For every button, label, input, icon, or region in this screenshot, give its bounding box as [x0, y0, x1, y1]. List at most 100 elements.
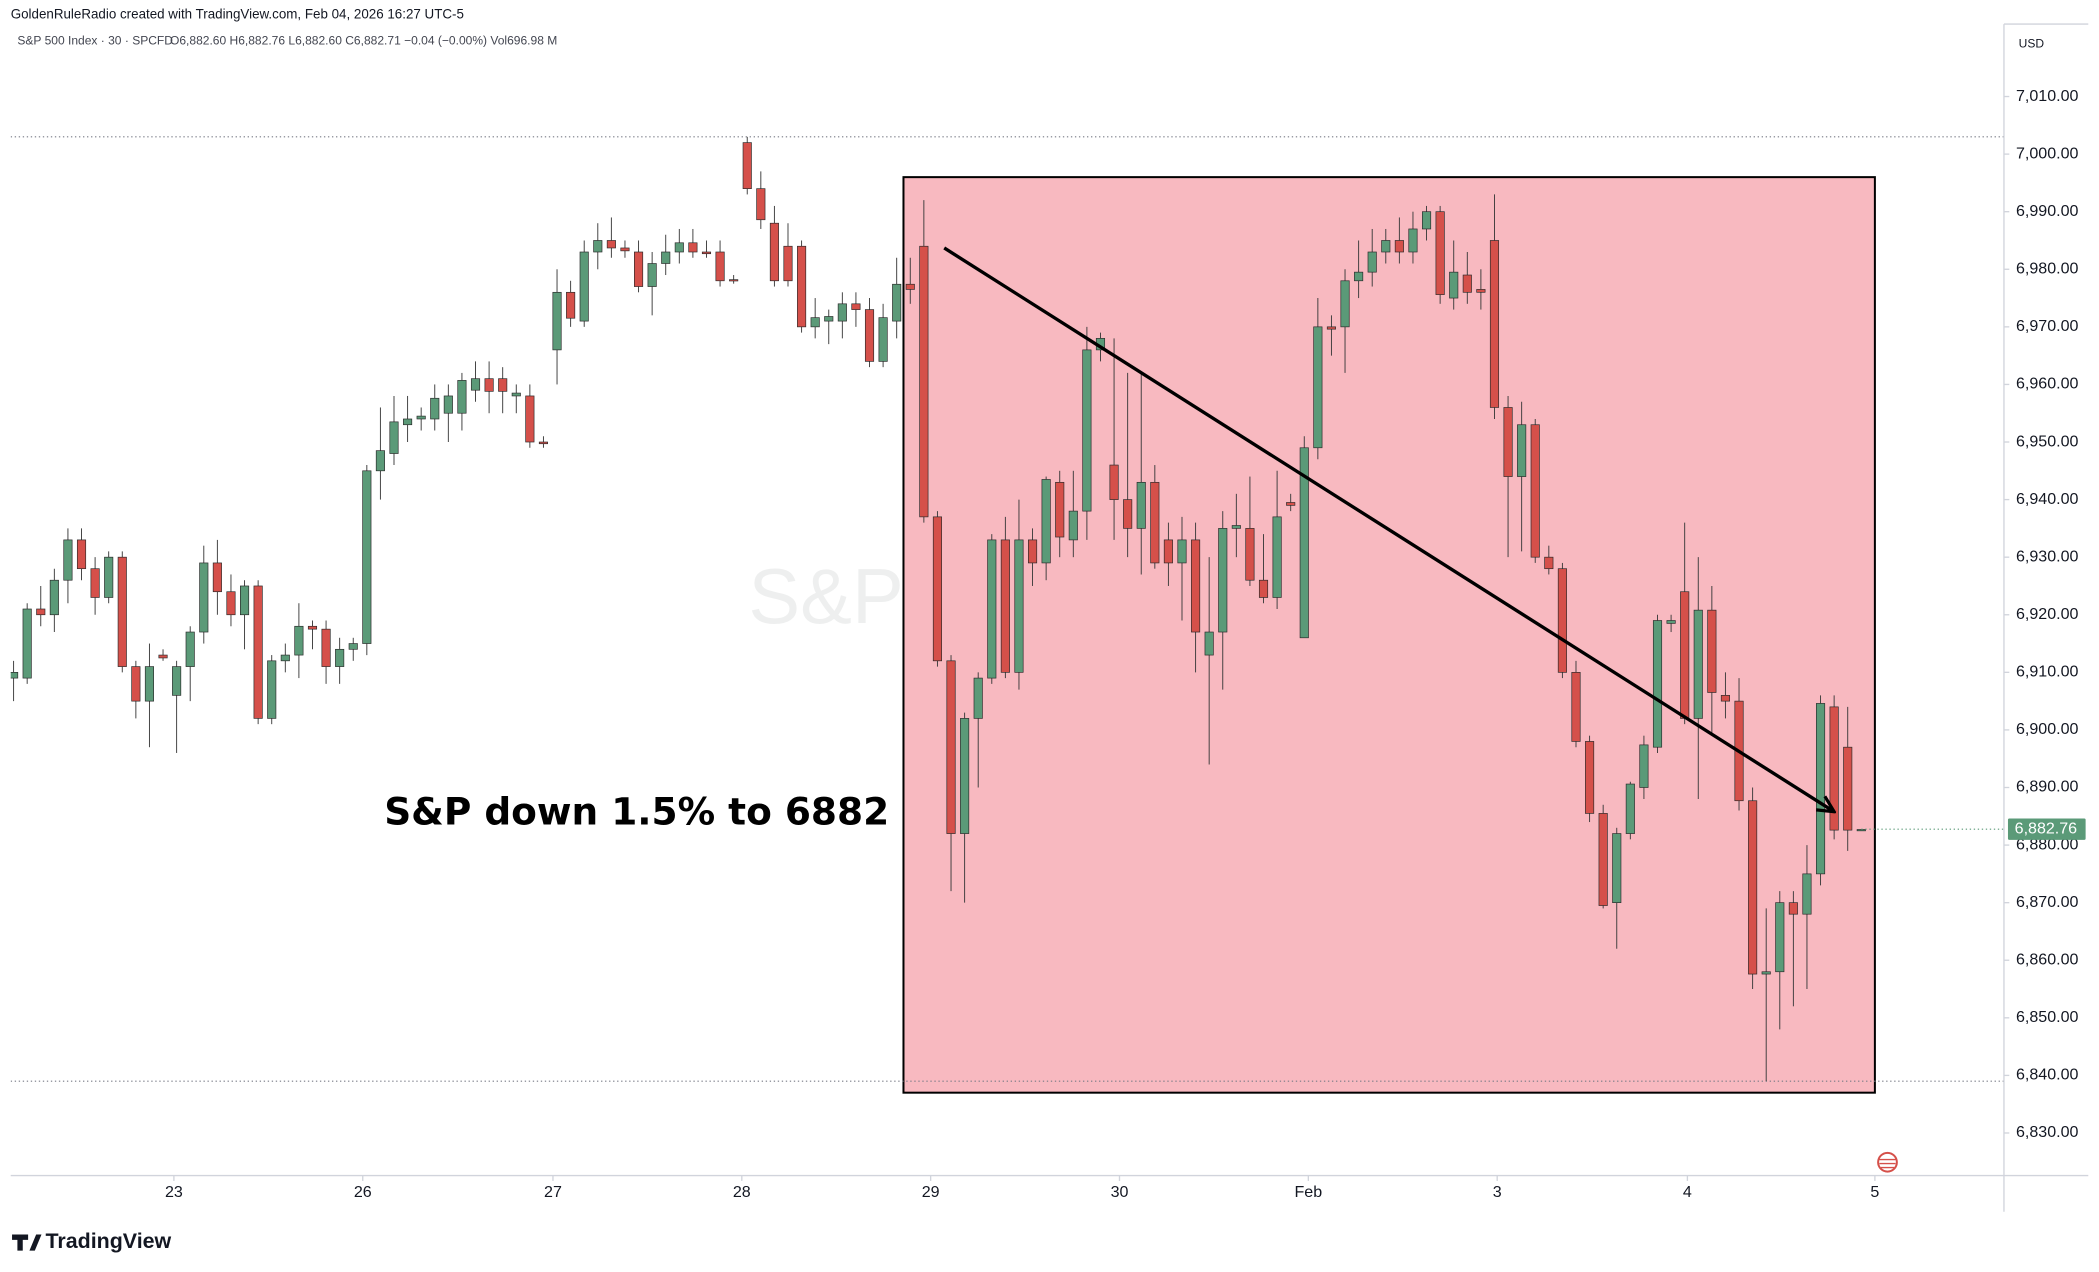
candle-body [158, 654, 168, 659]
candle-body [606, 240, 616, 249]
y-tick-label: 6,980.00 [2016, 260, 2079, 278]
candle-body [253, 585, 263, 719]
candle-body [1055, 481, 1065, 538]
y-tick-label: 6,860.00 [2016, 950, 2079, 968]
candle-body [1680, 591, 1690, 719]
candle-body [892, 283, 902, 322]
candle-body [674, 242, 684, 253]
event-flag[interactable] [1877, 1151, 1898, 1173]
brand: TradingView [46, 1229, 172, 1253]
candle-body [1517, 424, 1527, 477]
y-tick-label: 6,850.00 [2016, 1008, 2079, 1026]
x-tick-label: 3 [1493, 1183, 1502, 1201]
candle-body [661, 251, 671, 264]
candle-body [267, 660, 277, 719]
candle-body [1367, 251, 1377, 273]
candle-body [470, 378, 481, 391]
candle-body [375, 450, 385, 472]
annotation-text: S&P down 1.5% to 6882 [384, 790, 889, 834]
candle-body [335, 648, 345, 667]
candle-body [905, 283, 915, 290]
y-tick-label: 6,870.00 [2016, 893, 2079, 911]
candle-body [484, 378, 494, 392]
axes: 6,830.00 6,840.00 6,850.00 6,860.00 6,870.00… [165, 87, 2079, 1201]
candle-body [688, 242, 698, 253]
candle-body [1639, 744, 1649, 788]
candle-body [1109, 464, 1119, 500]
candle-body [756, 188, 766, 221]
candle-body [144, 666, 154, 702]
candle-body [1435, 211, 1445, 295]
candle-body [1829, 706, 1839, 831]
candle-body [647, 263, 657, 287]
candle-body [226, 591, 236, 616]
candle-body [932, 516, 942, 662]
candle-body [1503, 407, 1513, 477]
x-tick-label: Feb [1295, 1183, 1323, 1201]
legend: S&P 500 Index · 30 · SPCFD O6,882.60 H6,… [17, 34, 557, 48]
candle-body [10, 672, 19, 679]
candle-body [416, 415, 426, 420]
y-tick-label: 6,910.00 [2016, 663, 2079, 681]
candle-body [240, 585, 250, 616]
candle-body [1014, 539, 1024, 673]
x-tick-label: 23 [165, 1183, 183, 1201]
candle-body [443, 395, 453, 414]
candle-body [76, 539, 87, 570]
candle-body [1000, 539, 1010, 673]
candle-body [1191, 539, 1201, 633]
candle-body [1720, 695, 1730, 702]
candle-body [403, 418, 413, 426]
candle-body [864, 309, 875, 362]
candle-body [1204, 631, 1214, 656]
candle-body [307, 625, 318, 630]
candle-body [1530, 424, 1540, 558]
candle-body [36, 608, 46, 616]
x-tick-label: 28 [733, 1183, 751, 1201]
candle-body [1068, 510, 1078, 541]
candle-body [1544, 556, 1554, 570]
candle-body [1177, 539, 1187, 564]
candle-body [973, 677, 983, 719]
candle-body [1421, 211, 1432, 230]
candle-body [362, 470, 372, 644]
candle-body [172, 666, 182, 696]
candle-body [634, 251, 644, 287]
candle-body [321, 628, 331, 667]
x-tick-label: 26 [354, 1183, 372, 1201]
y-tick-label: 7,000.00 [2016, 144, 2079, 162]
y-tick-label: 6,960.00 [2016, 375, 2079, 393]
candle-body [1231, 525, 1241, 529]
candle-body [1625, 783, 1635, 834]
candle-body [90, 568, 100, 598]
x-tick-label: 5 [1870, 1183, 1879, 1201]
candle-body [538, 441, 548, 445]
y-tick-label: 6,900.00 [2016, 720, 2079, 738]
candle-body [729, 279, 739, 282]
y-tick-label: 6,830.00 [2016, 1123, 2079, 1141]
y-tick-label: 6,890.00 [2016, 778, 2079, 796]
candle-body [810, 317, 820, 328]
candle-body [1462, 274, 1472, 293]
candle-body [185, 631, 195, 667]
candle-body [579, 251, 589, 322]
candle-body [430, 397, 440, 420]
candle-body [1802, 873, 1812, 915]
candle-body [1163, 539, 1173, 564]
y-tick-label: 6,920.00 [2016, 605, 2079, 623]
candle-body [919, 245, 929, 518]
candle-body [566, 291, 576, 319]
candle-body [1218, 528, 1228, 633]
candle-body [117, 556, 127, 667]
candle-body [63, 539, 73, 581]
candle-body [1041, 479, 1051, 564]
candle-body [1082, 349, 1092, 512]
candle-body [525, 395, 535, 443]
candle-body [1028, 539, 1038, 564]
candle-body [1843, 746, 1853, 831]
candle-body [797, 245, 807, 328]
event-flag-icon [1879, 1158, 1896, 1169]
trend-line [943, 246, 1834, 812]
candle-body [294, 625, 304, 656]
